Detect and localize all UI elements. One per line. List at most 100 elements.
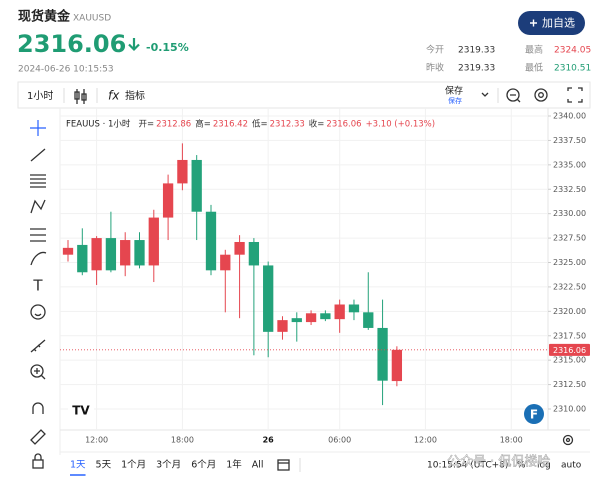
- candle-body: [220, 254, 231, 271]
- candle-body: [391, 349, 403, 382]
- emoji-tool[interactable]: [30, 304, 46, 320]
- stat-value: 2319.33: [458, 46, 495, 56]
- range-button[interactable]: All: [252, 460, 264, 471]
- range-button[interactable]: 5天: [96, 460, 112, 471]
- fx-icon[interactable]: fx: [108, 89, 120, 103]
- y-tick-label: 2320.00: [553, 307, 586, 316]
- projection-tool[interactable]: [30, 228, 46, 242]
- tv-logo: TV: [68, 400, 94, 420]
- legend-change: +3.10 (+0.13%): [366, 120, 436, 130]
- stat-value: 2324.05: [554, 46, 591, 56]
- candle-body: [277, 320, 288, 332]
- chevron[interactable]: [481, 92, 489, 97]
- candle-body: [334, 304, 345, 320]
- down-arrow: [128, 38, 140, 52]
- legend-label: 收=: [309, 119, 325, 130]
- text-tool[interactable]: T: [32, 277, 43, 295]
- candle-body: [62, 247, 74, 255]
- svg-text:TV: TV: [72, 404, 90, 418]
- y-tick-label: 2337.50: [553, 136, 586, 145]
- candle-body: [91, 238, 102, 271]
- y-tick-label: 2327.50: [553, 234, 586, 243]
- candle-body: [291, 318, 302, 323]
- toolbar: [17, 81, 591, 109]
- price: 2316.06: [17, 30, 126, 58]
- log-toggle[interactable]: log: [537, 461, 551, 471]
- last-price-label: 2316.06: [553, 346, 586, 355]
- legend-label: 高=: [195, 119, 211, 130]
- chart-type-icon[interactable]: [74, 89, 87, 104]
- lock-drawing-tool[interactable]: [30, 429, 46, 445]
- trendline-tool[interactable]: [30, 148, 46, 162]
- fullscreen-icon[interactable]: [567, 87, 583, 103]
- candle-body: [205, 211, 217, 271]
- x-tick-label: 18:00: [500, 436, 523, 445]
- lock-tool[interactable]: [32, 453, 44, 469]
- timestamp: 2024-06-26 10:15:53: [18, 65, 114, 75]
- y-tick-label: 2325.00: [553, 258, 586, 267]
- zoom-tool[interactable]: [30, 364, 46, 380]
- y-tick-label: 2322.50: [553, 282, 586, 291]
- candle-body: [377, 327, 388, 381]
- save[interactable]: 保存: [445, 85, 463, 97]
- fib-tool[interactable]: [30, 174, 46, 188]
- range-button[interactable]: 1年: [226, 459, 242, 471]
- button-bg: [518, 11, 585, 35]
- title: 现货黄金: [18, 9, 71, 25]
- stat-label: 今开: [426, 44, 444, 56]
- auto-toggle[interactable]: auto: [561, 461, 582, 471]
- range-button[interactable]: 6个月: [191, 460, 216, 471]
- add-button[interactable]: 加自选: [518, 11, 585, 35]
- y-tick-label: 2317.50: [553, 331, 586, 340]
- candle-body: [120, 240, 131, 266]
- legend-value: 2316.42: [213, 120, 248, 130]
- crosshair-tool[interactable]: [30, 120, 46, 136]
- candle-body: [348, 304, 360, 313]
- y-tick-label: 2312.50: [553, 380, 586, 389]
- interval[interactable]: 1小时: [27, 90, 53, 102]
- last-price-badge: [549, 343, 590, 356]
- y-tick-label: 2310.00: [553, 405, 586, 414]
- settings-icon[interactable]: [534, 88, 548, 102]
- x-tick-label: 06:00: [328, 436, 351, 445]
- legend-symbol: FEAUUS · 1小时: [66, 119, 131, 130]
- stat-value: 2310.51: [554, 64, 591, 74]
- stat-label: 最低: [525, 62, 543, 74]
- magnet-tool[interactable]: [32, 402, 44, 414]
- percent-toggle[interactable]: %: [517, 461, 526, 471]
- save-sub: 保存: [448, 96, 462, 105]
- ruler-tool[interactable]: [30, 339, 46, 353]
- replay-icon[interactable]: [506, 88, 521, 103]
- x-tick-label: 12:00: [85, 436, 108, 445]
- grid: 2310.00 2312.50 2315.00 2317.50 2320.00 2322.…: [60, 108, 586, 445]
- candle-body: [363, 312, 374, 328]
- x-tick-label: 26: [263, 436, 275, 445]
- svg-text:F: F: [530, 408, 538, 422]
- range-button[interactable]: 1天: [70, 460, 86, 471]
- button-label: 加自选: [542, 17, 575, 30]
- f-badge[interactable]: F: [524, 404, 544, 424]
- pattern-tool[interactable]: [30, 199, 46, 214]
- candle-body: [248, 241, 260, 266]
- y-tick-label: 2315.00: [553, 356, 586, 365]
- change: -0.15%: [146, 41, 189, 54]
- clock: 10:15:54 (UTC+8): [427, 461, 508, 471]
- stat-label: 昨收: [426, 62, 444, 74]
- indicators[interactable]: 指标: [125, 89, 145, 102]
- legend-value: 2316.06: [326, 120, 361, 130]
- candle-body: [134, 240, 145, 266]
- range-button[interactable]: 1个月: [121, 460, 146, 471]
- candle-body: [234, 241, 245, 255]
- candle-body: [305, 313, 317, 323]
- brush-tool[interactable]: [30, 251, 47, 266]
- candle-body: [162, 183, 174, 218]
- y-tick-label: 2335.00: [553, 160, 586, 169]
- axis-settings[interactable]: [562, 434, 574, 446]
- date-range-icon[interactable]: [277, 459, 290, 471]
- legend-value: 2312.86: [156, 120, 191, 130]
- range-button[interactable]: 3个月: [156, 460, 181, 471]
- y-tick-label: 2340.00: [553, 112, 586, 121]
- candle-body: [177, 159, 188, 184]
